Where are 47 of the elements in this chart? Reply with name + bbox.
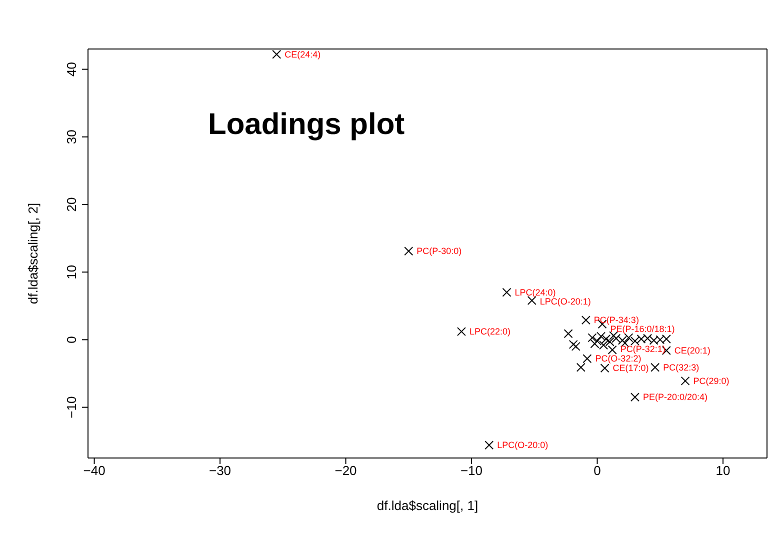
point bbox=[568, 340, 578, 349]
y-axis-title: df.lda$scaling[, 2] bbox=[26, 202, 41, 304]
x-tick-label: 0 bbox=[594, 463, 601, 478]
data-label: LPC(O-20:1) bbox=[540, 296, 591, 306]
data-label: CE(24:4) bbox=[284, 49, 321, 60]
data-label: LPC(22:0) bbox=[469, 326, 510, 337]
y-tick-label: 10 bbox=[64, 264, 79, 280]
point bbox=[576, 362, 586, 372]
point bbox=[630, 392, 640, 402]
point bbox=[650, 362, 660, 372]
point bbox=[680, 376, 690, 386]
point bbox=[571, 342, 580, 351]
point bbox=[564, 329, 573, 338]
y-tick-label: −10 bbox=[64, 396, 79, 418]
data-label: PC(O-32:2) bbox=[595, 354, 642, 364]
data-label: CE(17:0) bbox=[612, 363, 649, 374]
data-label: CE(20:1) bbox=[674, 346, 710, 356]
point bbox=[456, 327, 466, 336]
point bbox=[600, 364, 610, 373]
x-tick-label: 10 bbox=[716, 463, 730, 478]
data-label: PE(P-16:0/18:1) bbox=[610, 324, 675, 334]
data-label: PC(P-32:1) bbox=[620, 344, 666, 354]
point bbox=[404, 246, 414, 256]
data-label: LPC(24:0) bbox=[514, 287, 556, 298]
point bbox=[484, 440, 494, 450]
x-tick-label: −30 bbox=[208, 463, 232, 478]
x-axis-title: df.lda$scaling[, 1] bbox=[376, 498, 478, 513]
x-tick-label: −10 bbox=[460, 463, 483, 478]
point bbox=[605, 337, 614, 346]
x-tick-label: −20 bbox=[334, 463, 357, 478]
data-label: PE(P-20:0/20:4) bbox=[642, 392, 708, 402]
x-tick-label: −40 bbox=[83, 463, 106, 478]
text: Loadings plot bbox=[208, 108, 405, 142]
data-label: PC(P-34:3) bbox=[594, 315, 639, 326]
point bbox=[608, 345, 617, 354]
y-tick-label: 20 bbox=[64, 197, 79, 212]
data-label: PC(P-30:0) bbox=[416, 246, 462, 256]
data-label: LPC(O-20:0) bbox=[497, 440, 548, 450]
y-tick-label: 0 bbox=[64, 336, 79, 344]
data-label: PC(32:3) bbox=[663, 362, 700, 372]
point bbox=[581, 316, 590, 325]
y-tick-label: 30 bbox=[64, 130, 79, 144]
point bbox=[272, 50, 282, 59]
point bbox=[502, 288, 512, 297]
point bbox=[582, 354, 592, 364]
y-tick-label: 40 bbox=[64, 62, 79, 77]
data-label: PC(29:0) bbox=[693, 376, 730, 386]
